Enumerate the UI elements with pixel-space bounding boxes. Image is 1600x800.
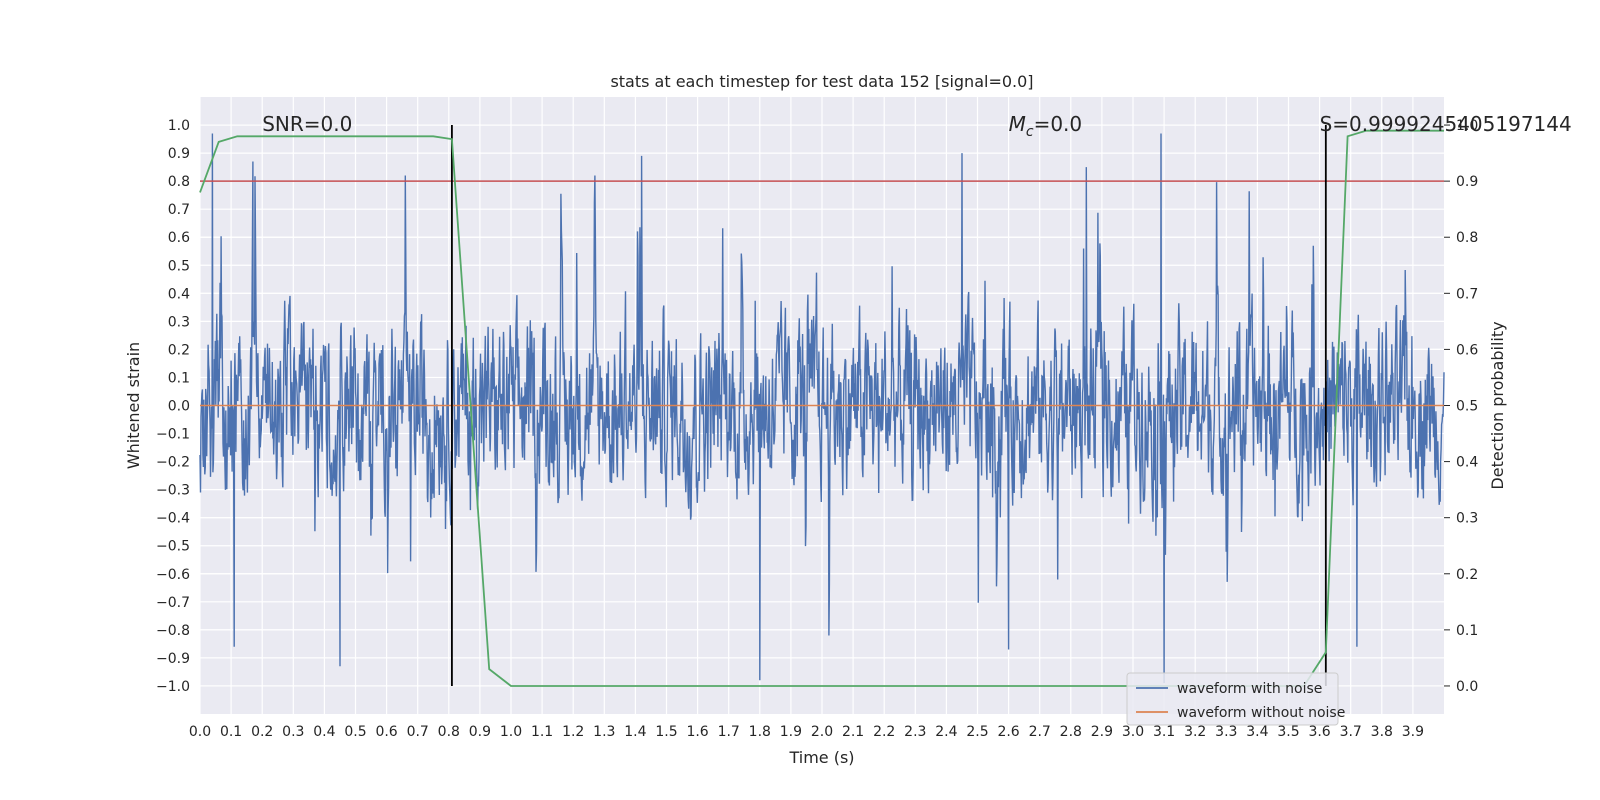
y-tick-label: −0.8	[156, 623, 190, 639]
x-tick-label: 0.8	[438, 724, 460, 740]
x-tick-label: 3.0	[1122, 724, 1144, 740]
x-tick-label: 2.9	[1091, 724, 1113, 740]
x-tick-label: 3.1	[1153, 724, 1175, 740]
x-tick-label: 3.3	[1215, 724, 1237, 740]
y-tick-label: −0.6	[156, 567, 190, 583]
x-tick-label: 2.6	[997, 724, 1019, 740]
detection-probability-line	[199, 129, 1444, 687]
y-tick-label: 0.8	[168, 174, 190, 190]
x-tick-label: 3.8	[1371, 724, 1393, 740]
annotation-snr: SNR=0.0	[262, 112, 352, 136]
y-tick-label: 0.0	[168, 399, 190, 415]
y2-tick-label: 0.9	[1456, 174, 1478, 190]
y-tick-label: −0.7	[156, 595, 190, 611]
x-tick-label: 2.5	[966, 724, 988, 740]
x-tick-label: 2.7	[1029, 724, 1051, 740]
y-tick-label: 0.2	[168, 342, 190, 358]
y-tick-label: 0.7	[168, 202, 190, 218]
y-tick-label: −0.9	[156, 651, 190, 667]
x-tick-label: 3.2	[1184, 724, 1206, 740]
y-tick-label: 0.9	[168, 146, 190, 162]
annotation-chirp-mass: Mc=0.0	[1009, 112, 1083, 140]
x-tick-label: 0.2	[251, 724, 273, 740]
legend-label: waveform without noise	[1177, 705, 1345, 721]
x-tick-label: 3.5	[1277, 724, 1299, 740]
y-tick-label: 0.3	[168, 314, 190, 330]
y-tick-label: 0.6	[168, 230, 190, 246]
y-tick-label: −0.2	[156, 455, 190, 471]
x-tick-label: 2.0	[811, 724, 833, 740]
y-axis-label: Whitened strain	[124, 342, 143, 469]
y2-tick-label: 0.3	[1456, 511, 1478, 527]
x-tick-label: 0.5	[344, 724, 366, 740]
x-tick-label: 2.2	[873, 724, 895, 740]
x-tick-label: 3.4	[1246, 724, 1268, 740]
y2-tick-label: 0.8	[1456, 230, 1478, 246]
x-axis-label: Time (s)	[788, 748, 854, 767]
x-tick-label: 1.3	[593, 724, 615, 740]
y2-tick-label: 0.6	[1456, 342, 1478, 358]
y-tick-label: −0.4	[156, 511, 190, 527]
y-tick-label: −1.0	[156, 679, 190, 695]
y-tick-label: 0.1	[168, 370, 190, 386]
x-tick-label: 1.6	[686, 724, 708, 740]
y2-tick-label: 0.7	[1456, 286, 1478, 302]
chart-title: stats at each timestep for test data 152…	[610, 72, 1033, 91]
annotation-chirp-mass-sub: c	[1026, 124, 1034, 140]
y-tick-label: 1.0	[168, 118, 190, 134]
y-tick-label: 0.5	[168, 258, 190, 274]
x-tick-label: 1.0	[500, 724, 522, 740]
y2-tick-label: 0.1	[1456, 623, 1478, 639]
x-tick-label: 0.9	[469, 724, 491, 740]
annotation-score: S=0.9999245405197144	[1320, 112, 1572, 136]
x-tick-label: 0.0	[189, 724, 211, 740]
x-tick-label: 1.8	[749, 724, 771, 740]
x-tick-label: 0.1	[220, 724, 242, 740]
y2-tick-label: 0.5	[1456, 399, 1478, 415]
y2-tick-label: 1.0	[1456, 118, 1478, 134]
y-tick-label: −0.5	[156, 539, 190, 555]
x-tick-label: 3.7	[1340, 724, 1362, 740]
x-tick-label: 0.4	[313, 724, 335, 740]
x-tick-label: 2.3	[904, 724, 926, 740]
x-tick-label: 3.6	[1308, 724, 1330, 740]
x-tick-label: 1.9	[780, 724, 802, 740]
annotation-chirp-mass-value: =0.0	[1034, 112, 1083, 136]
y2-tick-label: 0.2	[1456, 567, 1478, 583]
legend-label: waveform with noise	[1177, 681, 1322, 697]
y-tick-label: −0.3	[156, 483, 190, 499]
x-tick-label: 1.4	[624, 724, 646, 740]
x-tick-label: 2.1	[842, 724, 864, 740]
legend: waveform with noise waveform without nois…	[1126, 672, 1345, 726]
x-tick-label: 1.7	[718, 724, 740, 740]
x-tick-label: 1.2	[562, 724, 584, 740]
x-tick-label: 2.8	[1060, 724, 1082, 740]
y2-tick-label: 0.0	[1456, 679, 1478, 695]
y2-tick-label: 0.4	[1456, 455, 1478, 471]
x-tick-label: 3.9	[1402, 724, 1424, 740]
x-tick-label: 0.6	[375, 724, 397, 740]
y2-axis-label: Detection probability	[1488, 321, 1507, 489]
y-tick-label: −0.1	[156, 427, 190, 443]
x-tick-label: 0.3	[282, 724, 304, 740]
x-tick-label: 2.4	[935, 724, 957, 740]
x-tick-label: 1.5	[655, 724, 677, 740]
y-tick-label: 0.4	[168, 286, 190, 302]
y-axis-ticks: 1.0 0.9 0.8 0.7 0.6 0.5 0.4 0.3 0.2 0.1 0.0 −0.1 −0.…	[156, 118, 190, 695]
reference-lines	[199, 125, 1444, 687]
y2-axis-ticks: 1.0 0.9 0.8 0.7 0.6 0.5 0.4 0.3 0.2 0.1 0.0	[1444, 118, 1478, 695]
x-axis-ticks: 0.0 0.1 0.2 0.3 0.4 0.5 0.6 0.7 0.8 0.9 1.0 1.1 1.2 1…	[189, 724, 1424, 740]
legend-box	[1126, 672, 1339, 726]
x-tick-label: 0.7	[407, 724, 429, 740]
x-tick-label: 1.1	[531, 724, 553, 740]
annotations: SNR=0.0 Mc=0.0 S=0.9999245405197144	[262, 112, 1572, 140]
annotation-chirp-mass-symbol: M	[1009, 112, 1026, 136]
